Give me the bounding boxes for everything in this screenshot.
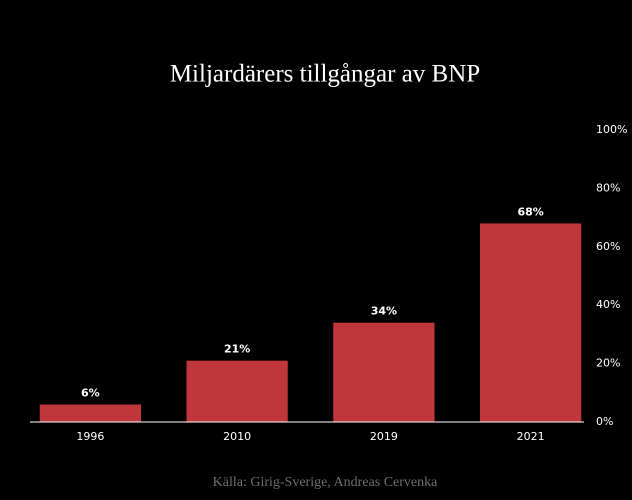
- y-tick-label: 100%: [596, 123, 627, 136]
- y-tick-label: 0%: [596, 415, 613, 428]
- x-tick-label: 1996: [76, 430, 104, 443]
- y-tick-label: 80%: [596, 181, 620, 194]
- bar: [479, 223, 582, 422]
- bar: [186, 360, 288, 422]
- value-label: 21%: [224, 343, 250, 356]
- bar: [333, 322, 435, 422]
- value-label: 6%: [81, 386, 100, 399]
- bar: [39, 404, 142, 422]
- y-tick-label: 40%: [596, 298, 620, 311]
- value-label: 68%: [517, 205, 543, 218]
- x-tick-label: 2010: [223, 430, 251, 443]
- source: Källa: Girig-Sverige, Andreas Cervenka: [213, 475, 438, 490]
- value-label: 34%: [371, 305, 397, 318]
- x-tick-label: 2021: [517, 430, 545, 443]
- x-tick-label: 2019: [370, 430, 398, 443]
- y-tick-label: 60%: [596, 240, 620, 253]
- chart-title: Miljardärers tillgångar av BNP: [170, 61, 480, 88]
- y-tick-label: 20%: [596, 357, 620, 370]
